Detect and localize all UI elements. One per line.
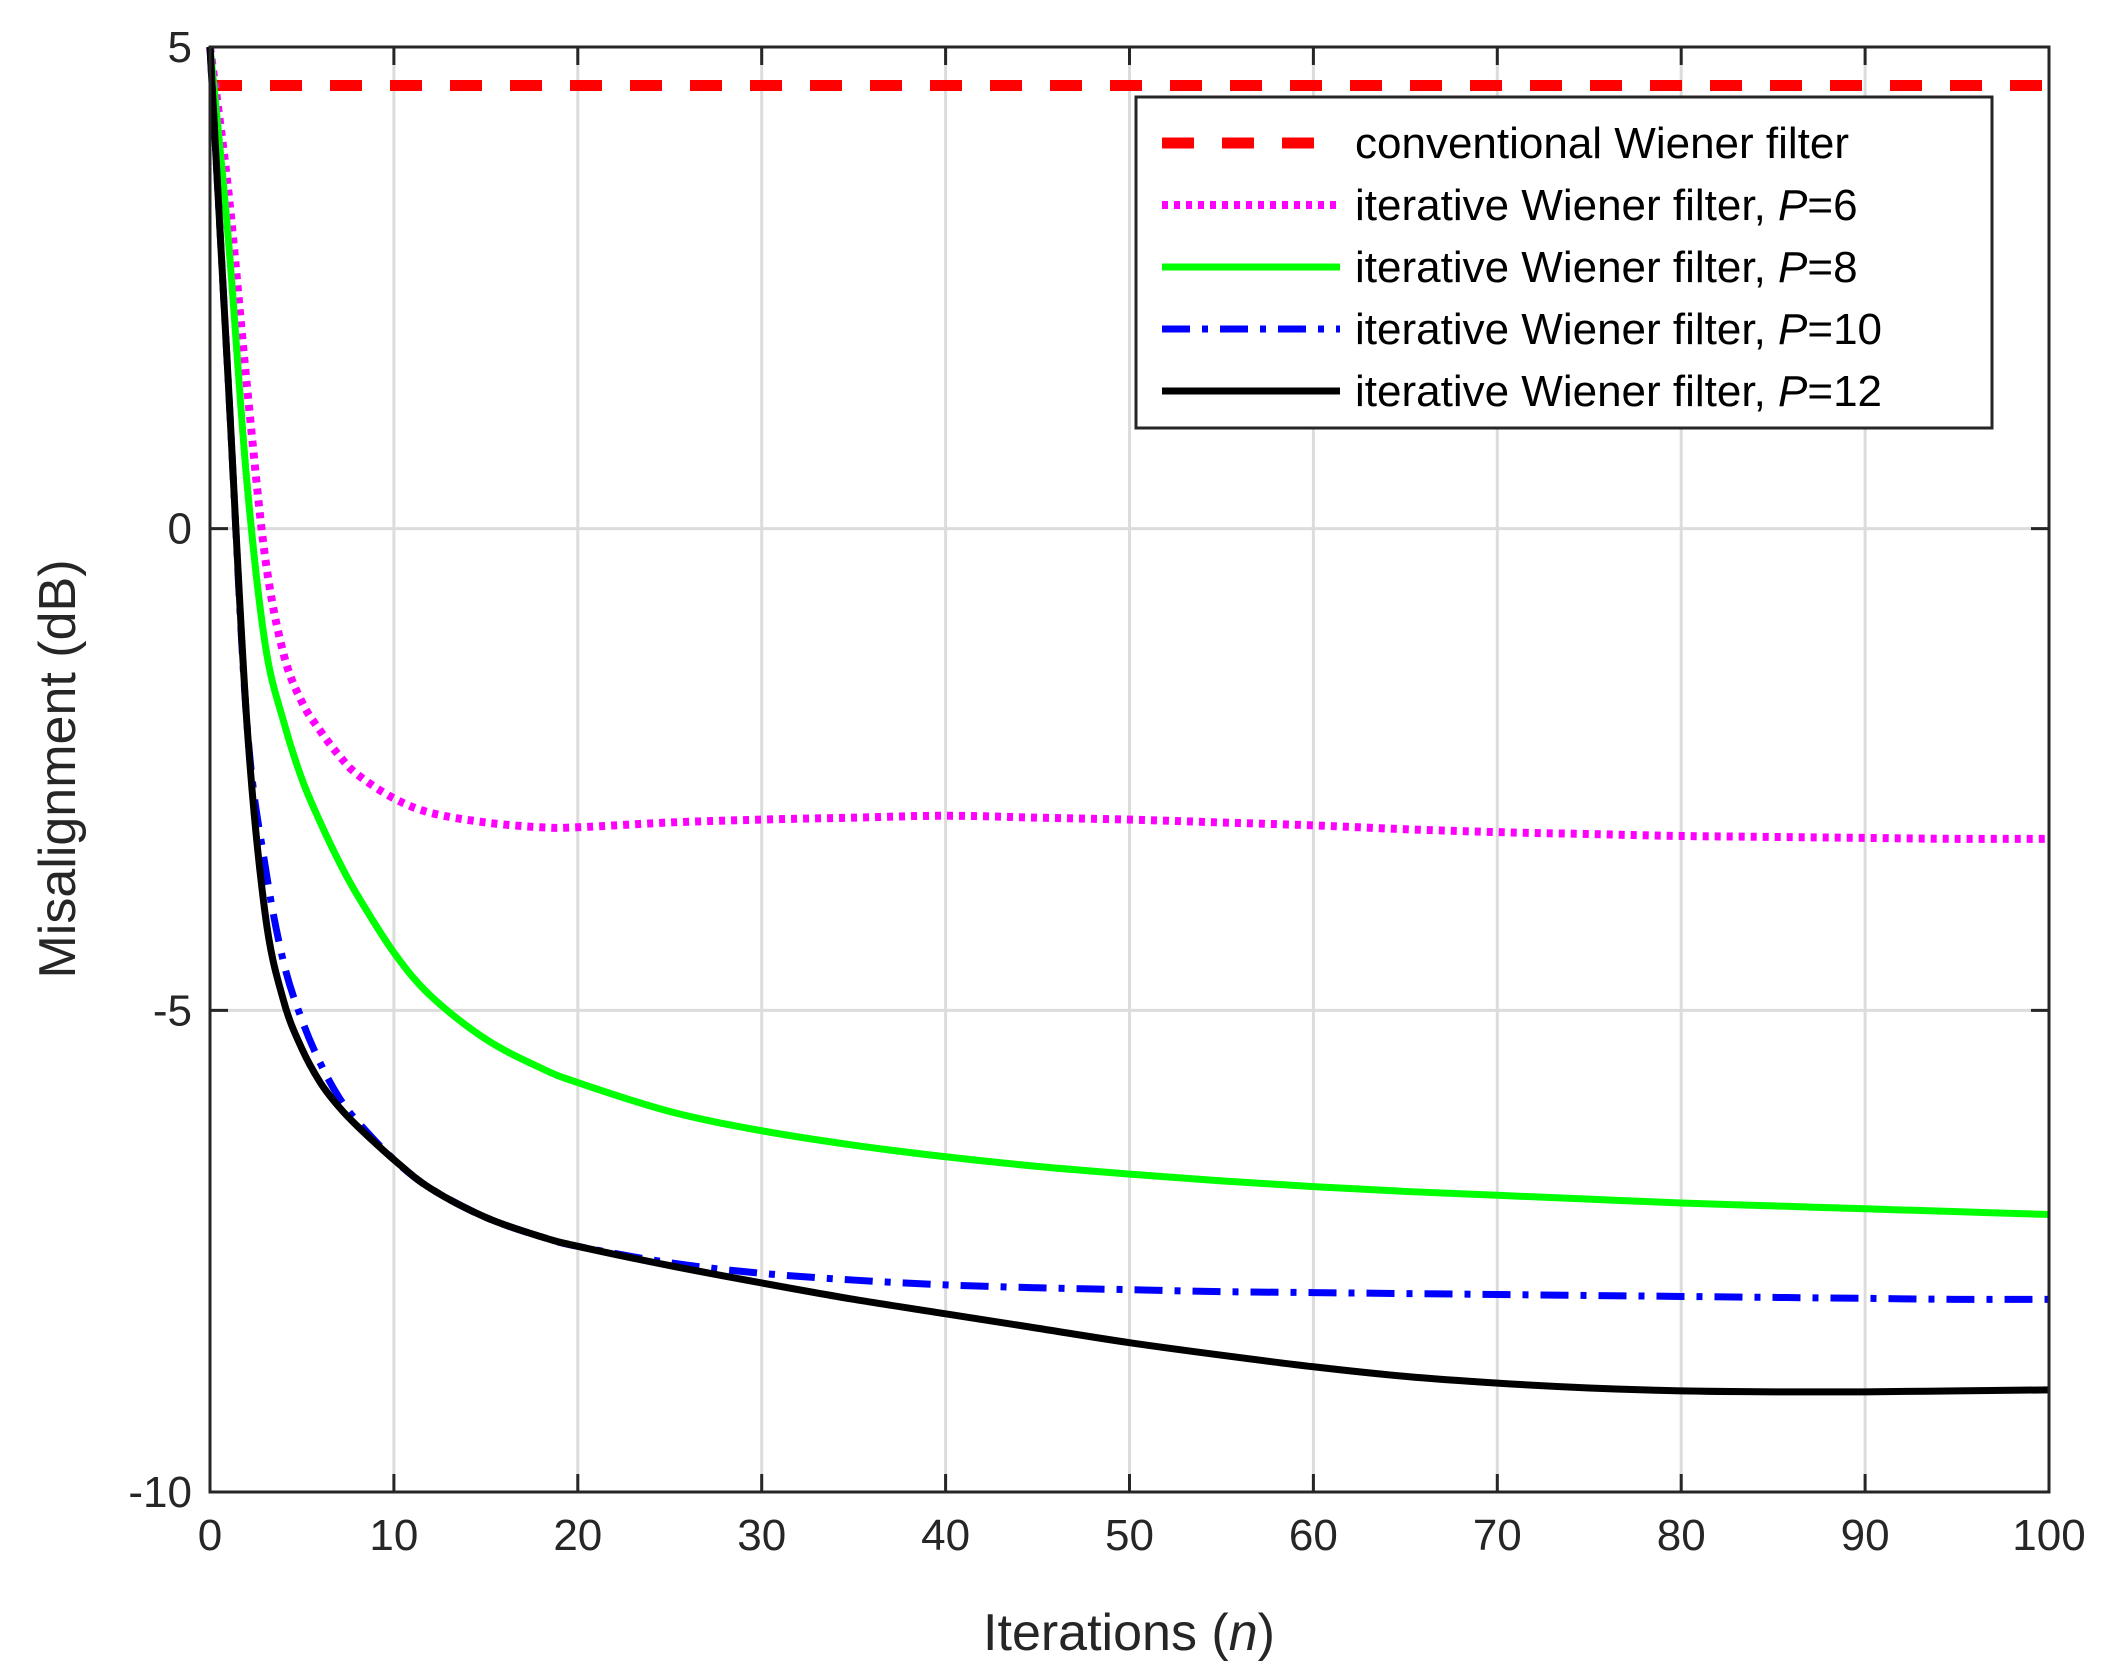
y-tick-label: -5 <box>153 986 192 1035</box>
legend-label-prefix: iterative Wiener filter, <box>1355 181 1778 230</box>
x-axis-label: Iterations (n) <box>983 1604 1275 1662</box>
series-line-1 <box>206 46 2050 843</box>
y-tick-label: -10 <box>128 1468 192 1517</box>
legend-label-prefix: iterative Wiener filter, <box>1355 305 1778 354</box>
series-line-4 <box>206 46 2050 1396</box>
legend-label-suffix: =6 <box>1807 181 1857 230</box>
legend-label-suffix: =12 <box>1807 367 1882 416</box>
x-axis-label-suffix: ) <box>1258 1604 1275 1662</box>
legend-box <box>1134 95 1994 430</box>
series-layer <box>206 46 2050 1396</box>
legend-label-var: P <box>1778 243 1808 292</box>
x-tick-label: 40 <box>921 1511 970 1560</box>
legend-label-2: iterative Wiener filter, P=8 <box>1355 243 1858 292</box>
x-tick-label: 10 <box>369 1511 418 1560</box>
x-tick-label: 20 <box>553 1511 602 1560</box>
x-tick-label: 100 <box>2012 1511 2085 1560</box>
series-line-3 <box>206 46 2050 1303</box>
x-axis-label-var: n <box>1229 1604 1258 1662</box>
legend-label-var: P <box>1778 305 1808 354</box>
legend-label-prefix: iterative Wiener filter, <box>1355 243 1778 292</box>
y-axis-label: Misalignment (dB) <box>29 559 87 978</box>
legend-label-var: P <box>1778 181 1808 230</box>
legend: conventional Wiener filter iterative Wien… <box>1134 95 1994 430</box>
x-tick-label: 30 <box>737 1511 786 1560</box>
series-line-2 <box>206 46 2050 1219</box>
legend-label-prefix: conventional Wiener filter <box>1355 119 1849 168</box>
x-tick-label: 80 <box>1657 1511 1706 1560</box>
legend-label-1: iterative Wiener filter, P=6 <box>1355 181 1858 230</box>
tick-labels: 0 10 20 30 40 50 60 70 80 90 100 -10 -5 0 5 <box>128 23 2085 1560</box>
legend-label-suffix: =8 <box>1807 243 1857 292</box>
x-tick-label: 60 <box>1289 1511 1338 1560</box>
y-tick-label: 5 <box>168 23 192 72</box>
legend-label-4: iterative Wiener filter, P=12 <box>1355 367 1882 416</box>
y-tick-label: 0 <box>168 505 192 554</box>
legend-label-suffix: =10 <box>1807 305 1882 354</box>
x-axis-label-prefix: Iterations ( <box>983 1604 1229 1662</box>
legend-label-3: iterative Wiener filter, P=10 <box>1355 305 1882 354</box>
ticks <box>208 45 2051 1494</box>
x-tick-label: 0 <box>198 1511 222 1560</box>
legend-label-var: P <box>1778 367 1808 416</box>
legend-label-prefix: iterative Wiener filter, <box>1355 367 1778 416</box>
legend-label-0: conventional Wiener filter <box>1355 119 1849 168</box>
x-tick-label: 70 <box>1473 1511 1522 1560</box>
x-tick-label: 50 <box>1105 1511 1154 1560</box>
x-tick-label: 90 <box>1841 1511 1890 1560</box>
